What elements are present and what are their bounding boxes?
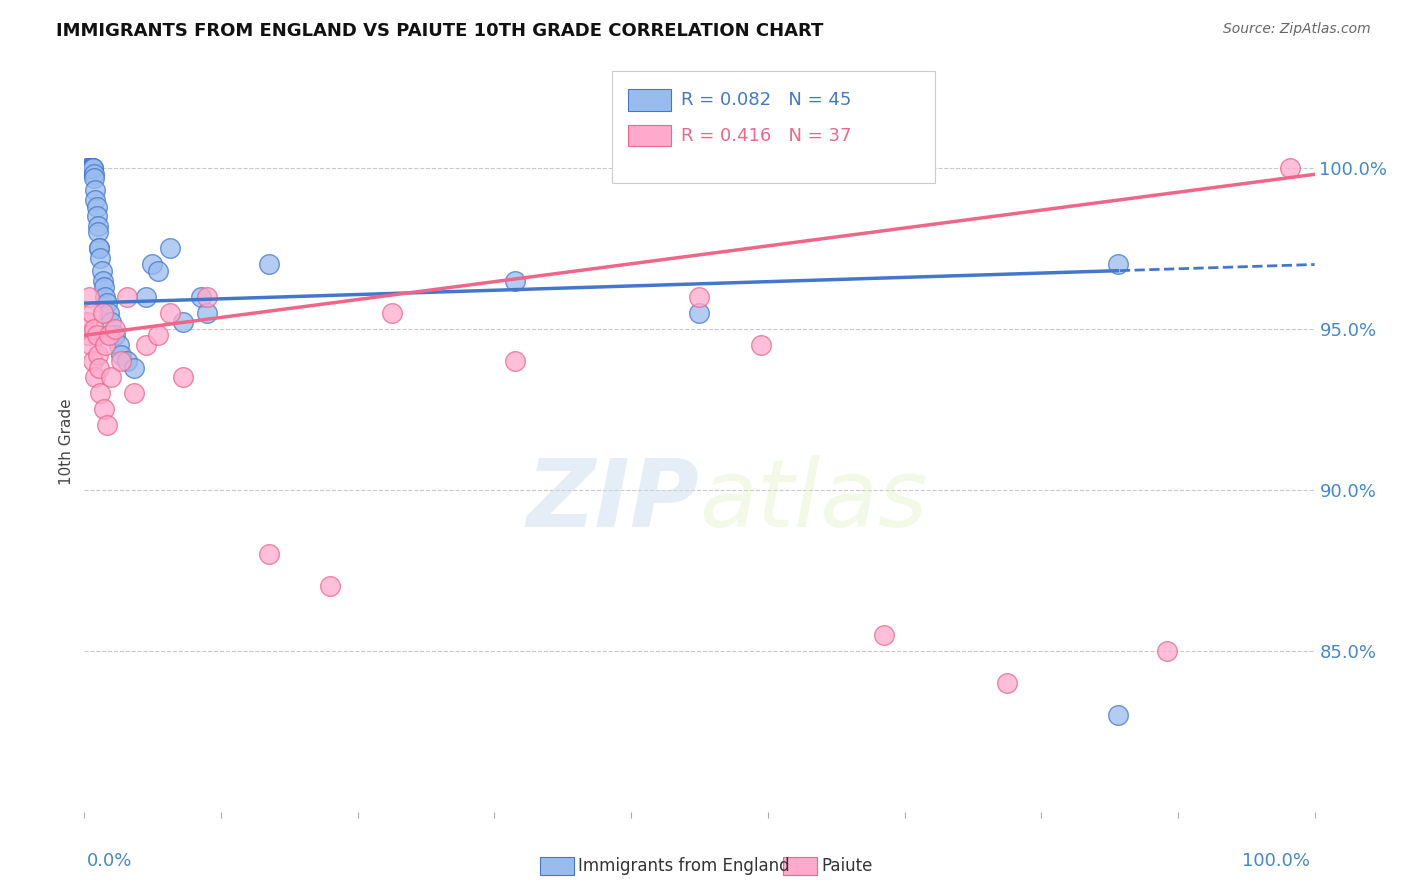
Point bbox=[87, 348, 110, 362]
Point bbox=[117, 290, 139, 304]
Point bbox=[689, 290, 711, 304]
Text: 0.0%: 0.0% bbox=[87, 852, 132, 870]
Point bbox=[1279, 161, 1302, 175]
Point bbox=[84, 370, 107, 384]
Point bbox=[82, 161, 104, 175]
Point bbox=[89, 360, 111, 375]
Point bbox=[100, 315, 122, 329]
Point bbox=[86, 328, 108, 343]
Point bbox=[135, 338, 157, 352]
Point bbox=[83, 167, 105, 181]
Point bbox=[98, 306, 121, 320]
Point bbox=[503, 354, 526, 368]
Y-axis label: 10th Grade: 10th Grade bbox=[59, 398, 75, 485]
Point bbox=[117, 354, 139, 368]
Point bbox=[91, 274, 114, 288]
Point bbox=[319, 579, 342, 593]
Point bbox=[91, 306, 114, 320]
Point bbox=[80, 161, 103, 175]
Point bbox=[104, 328, 127, 343]
Point bbox=[94, 338, 117, 352]
Point bbox=[100, 370, 122, 384]
Point bbox=[110, 348, 132, 362]
Point bbox=[86, 200, 108, 214]
Point bbox=[172, 315, 194, 329]
Point bbox=[86, 209, 108, 223]
Point bbox=[98, 328, 121, 343]
Point bbox=[873, 628, 896, 642]
Point bbox=[77, 328, 100, 343]
Point bbox=[83, 170, 105, 185]
Point bbox=[87, 219, 110, 233]
Point bbox=[159, 306, 181, 320]
Point bbox=[148, 328, 170, 343]
Point bbox=[83, 322, 105, 336]
Point bbox=[1107, 708, 1129, 723]
Point bbox=[82, 161, 104, 175]
Point bbox=[79, 161, 101, 175]
Point bbox=[79, 161, 101, 175]
Point bbox=[93, 402, 115, 417]
Point bbox=[96, 418, 118, 433]
Point bbox=[135, 290, 157, 304]
Point bbox=[89, 241, 111, 255]
Point bbox=[749, 338, 772, 352]
Point bbox=[689, 306, 711, 320]
Point bbox=[94, 290, 117, 304]
Point bbox=[84, 184, 107, 198]
Point bbox=[90, 264, 112, 278]
Point bbox=[172, 370, 194, 384]
Text: ZIP: ZIP bbox=[527, 455, 700, 547]
Point bbox=[1156, 644, 1178, 658]
Text: R = 0.082   N = 45: R = 0.082 N = 45 bbox=[681, 91, 851, 109]
Text: IMMIGRANTS FROM ENGLAND VS PAIUTE 10TH GRADE CORRELATION CHART: IMMIGRANTS FROM ENGLAND VS PAIUTE 10TH G… bbox=[56, 22, 824, 40]
Text: Immigrants from England: Immigrants from England bbox=[578, 857, 790, 875]
Point bbox=[89, 251, 111, 265]
Point bbox=[159, 241, 181, 255]
Text: Source: ZipAtlas.com: Source: ZipAtlas.com bbox=[1223, 22, 1371, 37]
Point bbox=[197, 306, 219, 320]
Point bbox=[77, 161, 100, 175]
Point bbox=[257, 258, 280, 272]
Point bbox=[108, 338, 131, 352]
Point bbox=[1107, 258, 1129, 272]
Point bbox=[76, 161, 98, 175]
Point bbox=[76, 315, 98, 329]
Point bbox=[995, 676, 1018, 690]
Point bbox=[257, 547, 280, 561]
Text: R = 0.416   N = 37: R = 0.416 N = 37 bbox=[681, 127, 851, 145]
Point bbox=[381, 306, 404, 320]
Point bbox=[80, 161, 103, 175]
Point bbox=[122, 386, 145, 401]
Point bbox=[96, 296, 118, 310]
Point bbox=[190, 290, 212, 304]
Point bbox=[79, 161, 101, 175]
Point bbox=[110, 354, 132, 368]
Point bbox=[79, 161, 101, 175]
Point bbox=[79, 290, 101, 304]
Point bbox=[122, 360, 145, 375]
Point bbox=[503, 274, 526, 288]
Point bbox=[80, 306, 103, 320]
Point bbox=[104, 322, 127, 336]
Point bbox=[87, 225, 110, 239]
Point bbox=[93, 280, 115, 294]
Point bbox=[79, 338, 101, 352]
Point bbox=[89, 386, 111, 401]
Point bbox=[197, 290, 219, 304]
Point bbox=[89, 241, 111, 255]
Text: Paiute: Paiute bbox=[821, 857, 873, 875]
Point bbox=[148, 264, 170, 278]
Point bbox=[82, 354, 104, 368]
Point bbox=[84, 193, 107, 207]
Text: 100.0%: 100.0% bbox=[1243, 852, 1310, 870]
Point bbox=[141, 258, 163, 272]
Text: atlas: atlas bbox=[700, 455, 928, 546]
